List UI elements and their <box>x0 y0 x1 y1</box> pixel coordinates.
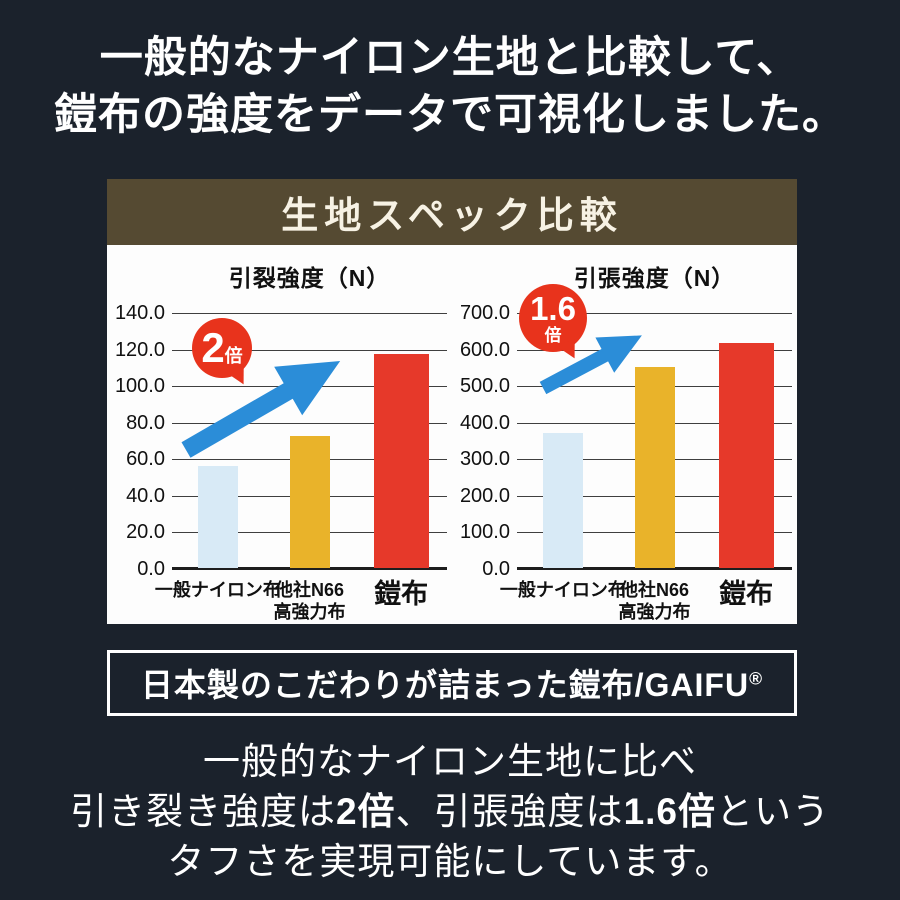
x-category-label: 鎧布 <box>719 579 774 609</box>
tensile-strength-chart: 引張強度（N） 700.0 600.0 500.0 400.0 300.0 200.0 10… <box>452 245 797 624</box>
page-title-line2: 鎧布の強度をデータで可視化しました。 <box>54 91 846 139</box>
bar-他社N66 <box>289 436 330 568</box>
tensile-strength-plot: 700.0 600.0 500.0 400.0 300.0 200.0 100.0 0.0 一般… <box>460 302 792 622</box>
registered-mark: ® <box>749 668 764 689</box>
bar-鎧布 <box>718 343 774 568</box>
emphasis-multiplier: 2倍 <box>335 791 396 832</box>
bar-一般ナイロン布 <box>197 466 238 568</box>
y-tick-label: 700.0 <box>459 302 510 324</box>
gridline <box>517 349 792 351</box>
y-tick-label: 100.0 <box>114 375 165 398</box>
brand-callout-text: 日本製のこだわりが詰まった鎧布/GAIFU® <box>140 667 764 703</box>
bottom-description-line1: 一般的なナイロン生地に比べ <box>203 741 697 782</box>
bottom-description-line2: 引き裂き強度は2倍、引張強度は1.6倍という <box>0 787 900 837</box>
description-segment: という <box>716 791 830 832</box>
bottom-description: 一般的なナイロン生地に比べ 引き裂き強度は2倍、引張強度は1.6倍という タフさ… <box>0 737 900 887</box>
description-segment: 引き裂き強度は <box>69 791 336 832</box>
y-tick-label: 80.0 <box>126 411 165 434</box>
x-category-label: 鎧布 <box>374 579 429 609</box>
spec-comparison-panel: 生地スペック比較 引裂強度（N） 140.0 120.0 100.0 80.0 60.0… <box>107 179 797 624</box>
tear-strength-chart-title: 引裂強度（N） <box>228 265 391 291</box>
tear-strength-chart: 引裂強度（N） 140.0 120.0 100.0 80.0 60.0 40.0 20.0 0… <box>107 245 452 624</box>
y-tick-label: 300.0 <box>459 448 510 471</box>
x-category-label: 一般ナイロン布 <box>499 580 626 600</box>
y-tick-label: 0.0 <box>137 558 165 580</box>
panel-header: 生地スペック比較 <box>107 179 797 245</box>
y-tick-label: 600.0 <box>459 338 510 361</box>
y-tick-label: 400.0 <box>459 411 510 434</box>
gridline <box>172 349 447 351</box>
y-tick-label: 120.0 <box>114 338 165 361</box>
y-tick-label: 20.0 <box>126 521 165 544</box>
badge-value: 2 <box>201 324 225 371</box>
y-tick-label: 60.0 <box>126 448 165 471</box>
y-tick-label: 40.0 <box>126 484 165 507</box>
bar-鎧布 <box>373 354 429 568</box>
tear-strength-plot: 140.0 120.0 100.0 80.0 60.0 40.0 20.0 0.0 一般ナイロン… <box>115 302 447 622</box>
gridline <box>172 313 447 314</box>
tensile-strength-chart-title: 引張強度（N） <box>573 265 736 291</box>
x-category-label: 一般ナイロン布 <box>154 580 281 600</box>
x-category-label: 他社N66 高強力布 <box>273 580 346 622</box>
x-category-label: 他社N66 高強力布 <box>618 580 691 622</box>
y-tick-label: 100.0 <box>459 521 510 544</box>
y-tick-label: 140.0 <box>114 302 165 324</box>
multiplier-badge-1-6x: 1.6 倍 <box>519 284 587 352</box>
page-title: 一般的なナイロン生地と比較して、 鎧布の強度をデータで可視化しました。 <box>0 30 900 144</box>
brand-callout-box: 日本製のこだわりが詰まった鎧布/GAIFU® <box>107 650 797 716</box>
bar-一般ナイロン布 <box>542 433 583 568</box>
page-title-line1: 一般的なナイロン生地と比較して、 <box>99 34 801 82</box>
y-tick-label: 500.0 <box>459 375 510 398</box>
gridline <box>517 313 792 314</box>
y-tick-label: 0.0 <box>482 558 510 580</box>
bottom-description-line3: タフさを実現可能にしています。 <box>167 841 733 882</box>
description-segment: 、引張強度は <box>395 791 624 832</box>
bar-他社N66 <box>634 367 675 568</box>
gridline <box>172 567 447 570</box>
badge-unit: 倍 <box>544 326 562 345</box>
gridline <box>517 567 792 570</box>
badge-value: 1.6 <box>530 290 576 327</box>
y-tick-label: 200.0 <box>459 484 510 507</box>
emphasis-multiplier: 1.6倍 <box>623 791 716 832</box>
badge-unit: 倍 <box>224 346 243 366</box>
